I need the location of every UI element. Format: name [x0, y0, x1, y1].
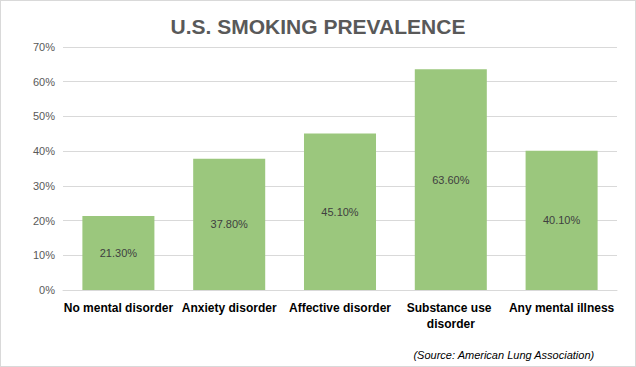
svg-text:Affective disorder: Affective disorder	[289, 301, 391, 315]
svg-text:21.30%: 21.30%	[100, 247, 138, 259]
svg-text:45.10%: 45.10%	[321, 206, 359, 218]
svg-text:60%: 60%	[33, 76, 55, 88]
svg-text:No mental disorder: No mental disorder	[64, 301, 174, 315]
svg-text:Anxiety disorder: Anxiety disorder	[182, 301, 277, 315]
svg-text:40.10%: 40.10%	[543, 214, 581, 226]
svg-text:0%: 0%	[39, 284, 55, 296]
svg-text:Any mental illness: Any mental illness	[509, 301, 615, 315]
svg-text:30%: 30%	[33, 180, 55, 192]
svg-text:(Source: American Lung Associa: (Source: American Lung Association)	[413, 349, 594, 361]
svg-text:63.60%: 63.60%	[432, 174, 470, 186]
svg-text:37.80%: 37.80%	[211, 218, 249, 230]
svg-text:10%: 10%	[33, 249, 55, 261]
svg-text:U.S. SMOKING PREVALENCE: U.S. SMOKING PREVALENCE	[171, 15, 466, 38]
svg-text:disorder: disorder	[427, 317, 475, 331]
svg-text:40%: 40%	[33, 145, 55, 157]
svg-text:50%: 50%	[33, 110, 55, 122]
svg-text:Substance use: Substance use	[407, 301, 495, 315]
svg-text:20%: 20%	[33, 215, 55, 227]
svg-text:70%: 70%	[33, 41, 55, 53]
